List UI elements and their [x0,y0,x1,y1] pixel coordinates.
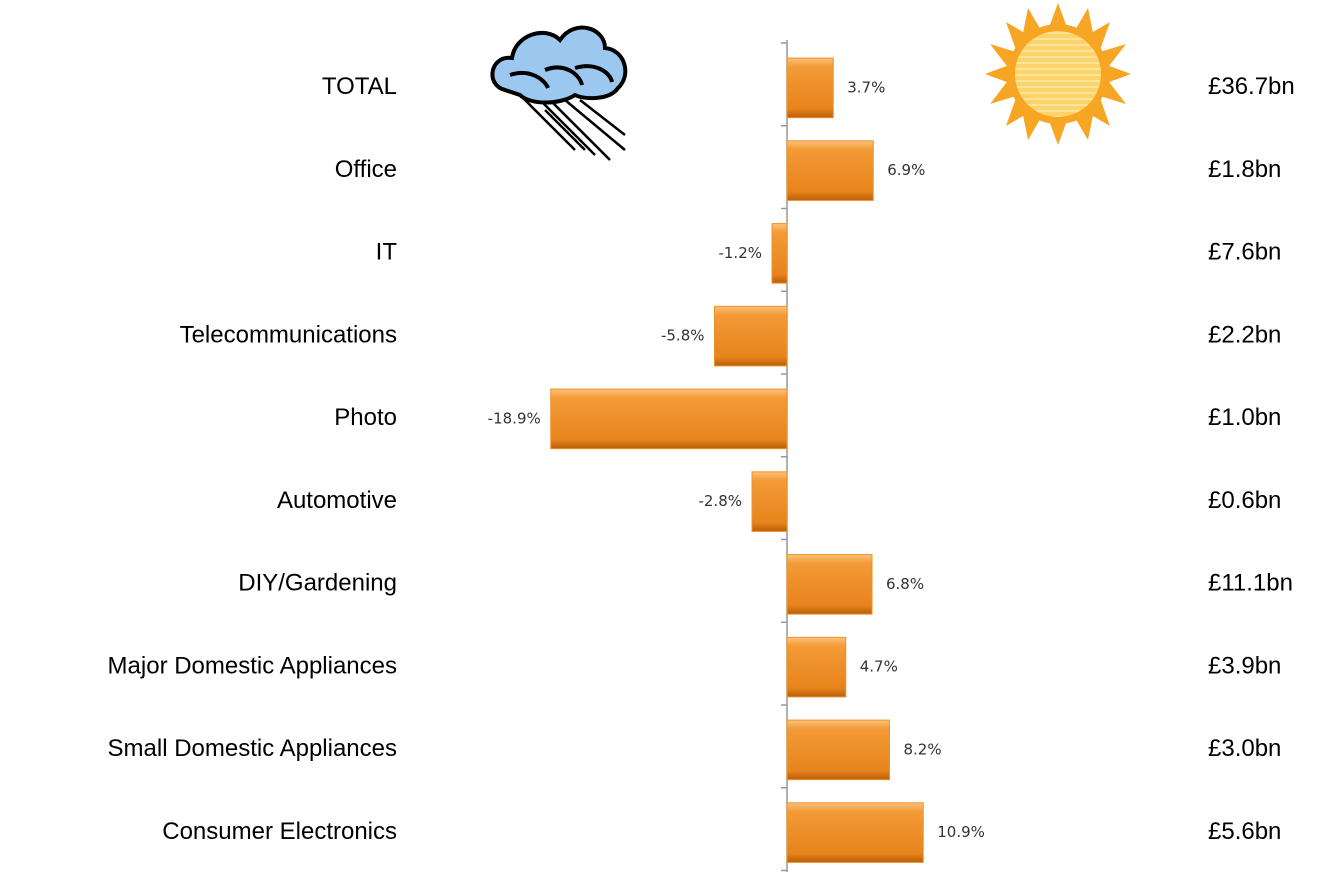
value-label: -18.9% [488,409,541,427]
market-size-label: £11.1bn [1208,570,1293,597]
market-size-label: £36.7bn [1208,73,1295,100]
category-label: Major Domestic Appliances [108,652,397,679]
sun-icon [985,3,1131,145]
market-size-label: £0.6bn [1208,487,1281,514]
category-label: IT [376,239,398,266]
value-label: 6.9% [887,161,925,179]
bar [771,223,788,284]
market-size-label: £2.2bn [1208,321,1281,348]
bar [786,636,847,698]
category-label: Photo [334,404,397,431]
bar [786,140,874,201]
value-label: 3.7% [847,78,885,96]
category-label: DIY/Gardening [238,570,397,597]
market-size-label: £7.6bn [1208,239,1281,266]
value-label: 4.7% [860,658,898,676]
market-size-label: £3.9bn [1208,652,1281,679]
rain-cloud-icon [490,25,628,161]
category-label: Consumer Electronics [162,818,397,845]
value-label: 6.8% [886,575,924,593]
bar [786,719,890,781]
bar [786,802,924,863]
value-label: 8.2% [904,740,942,758]
bar [751,471,788,532]
bar [714,305,788,367]
market-size-label: £3.0bn [1208,735,1281,762]
category-label: TOTAL [322,73,397,100]
bar [786,554,873,615]
category-label: Telecommunications [180,321,397,348]
category-label: Office [335,156,397,183]
value-label: -1.2% [718,244,762,262]
value-label: 10.9% [937,823,985,841]
market-size-label: £1.0bn [1208,404,1281,431]
category-label: Small Domestic Appliances [108,735,397,762]
value-label: -5.8% [661,327,705,345]
bar [786,57,834,119]
value-label: -2.8% [698,492,742,510]
category-label: Automotive [277,487,397,514]
bar [550,388,788,450]
market-size-label: £1.8bn [1208,156,1281,183]
market-size-label: £5.6bn [1208,818,1281,845]
